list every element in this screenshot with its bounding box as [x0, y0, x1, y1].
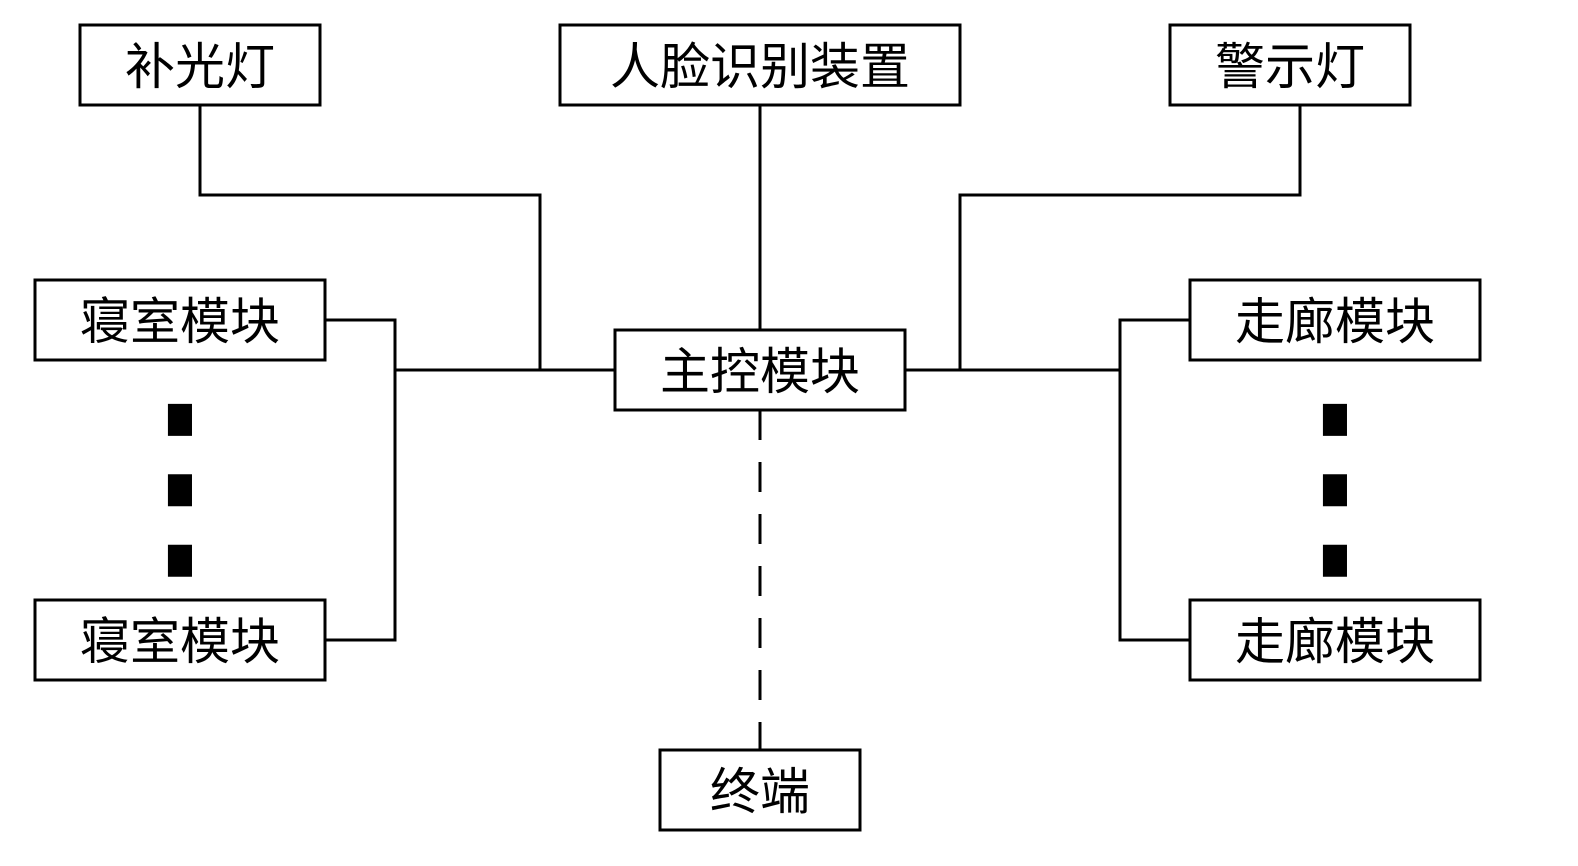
edge-corridor-bus	[1120, 320, 1190, 640]
node-terminal-label: 终端	[710, 764, 810, 820]
ellipsis-left: ⋮	[90, 371, 269, 599]
node-warn-light-label: 警示灯	[1215, 39, 1365, 95]
node-corridor-bottom-label: 走廊模块	[1235, 614, 1435, 670]
diagram-canvas: 补光灯 人脸识别装置 警示灯 寝室模块 寝室模块 主控模块 走廊模块 走廊模块 …	[0, 0, 1578, 866]
node-dorm-bottom-label: 寝室模块	[80, 614, 280, 670]
node-corridor-top: 走廊模块	[1190, 280, 1480, 360]
node-main-ctrl-label: 主控模块	[660, 344, 860, 400]
node-face-recog-label: 人脸识别装置	[610, 39, 910, 95]
node-fill-light: 补光灯	[80, 25, 320, 105]
edges-group	[200, 105, 1300, 750]
node-dorm-top-label: 寝室模块	[80, 294, 280, 350]
node-main-ctrl: 主控模块	[615, 330, 905, 410]
ellipsis-right: ⋮	[1245, 371, 1424, 599]
node-terminal: 终端	[660, 750, 860, 830]
node-fill-light-label: 补光灯	[125, 39, 275, 95]
node-dorm-bottom: 寝室模块	[35, 600, 325, 680]
node-corridor-bottom: 走廊模块	[1190, 600, 1480, 680]
edge-dorm-bus	[325, 320, 395, 640]
node-face-recog: 人脸识别装置	[560, 25, 960, 105]
node-corridor-top-label: 走廊模块	[1235, 294, 1435, 350]
node-warn-light: 警示灯	[1170, 25, 1410, 105]
node-dorm-top: 寝室模块	[35, 280, 325, 360]
